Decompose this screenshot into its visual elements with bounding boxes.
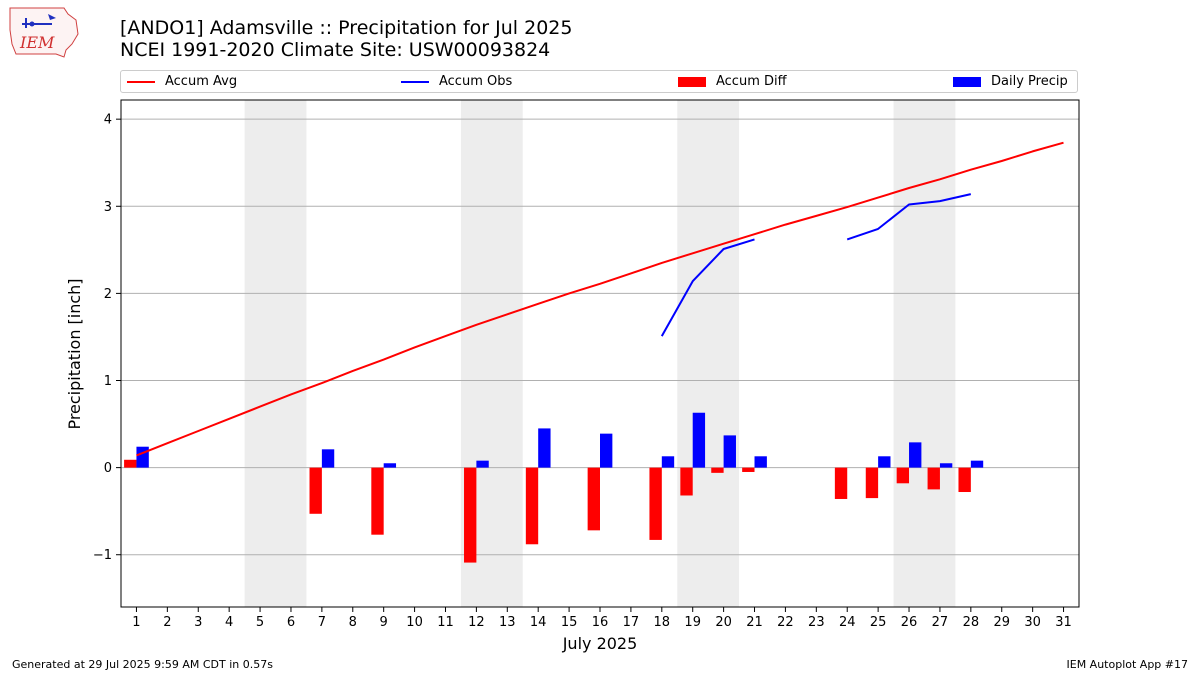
x-tick-label: 30 [1024, 615, 1041, 630]
accum-avg-line [136, 141, 1064, 457]
y-tick-label: 2 [104, 287, 112, 302]
y-tick-label: 0 [104, 461, 112, 476]
x-tick-label: 21 [746, 615, 763, 630]
chart-title: [ANDO1] Adamsville :: Precipitation for … [120, 17, 573, 39]
legend-item-accum-diff: Accum Diff [678, 74, 787, 89]
legend-item-daily-precip: Daily Precip [953, 74, 1068, 89]
x-tick-label: 8 [349, 615, 357, 630]
x-tick-label: 13 [499, 615, 516, 630]
x-tick-label: 12 [468, 615, 485, 630]
x-tick-label: 29 [993, 615, 1010, 630]
x-tick-label: 10 [406, 615, 423, 630]
x-tick-label: 5 [256, 615, 264, 630]
legend: Accum Avg Accum Obs Accum Diff Daily Pre… [120, 70, 1078, 93]
daily-precip-bar [600, 433, 613, 468]
daily-precip-bar [321, 449, 335, 468]
logo-text: IEM [19, 33, 55, 52]
accum-diff-bar [587, 467, 600, 531]
x-tick-label: 24 [839, 615, 856, 630]
x-tick-label: 11 [437, 615, 454, 630]
daily-precip-bar [878, 456, 891, 468]
bars-layer [124, 412, 984, 563]
daily-precip-bar [661, 456, 675, 468]
weekend-band [244, 100, 307, 607]
x-tick-label: 20 [715, 615, 732, 630]
y-axis-label: Precipitation [inch] [65, 278, 84, 429]
daily-precip-bar [723, 435, 736, 468]
x-tick-label: 2 [163, 615, 171, 630]
x-tick-label: 19 [684, 615, 701, 630]
legend-label-accum-avg: Accum Avg [165, 74, 238, 89]
legend-swatch-accum-avg [127, 80, 155, 83]
accum-obs-line [846, 193, 972, 241]
chart-subtitle: NCEI 1991-2020 Climate Site: USW00093824 [120, 39, 551, 61]
daily-precip-bar [476, 460, 489, 468]
y-tick-label: −1 [93, 548, 112, 563]
accum-diff-bar [680, 467, 693, 496]
accum-diff-bar [742, 467, 755, 472]
legend-swatch-accum-obs [401, 80, 429, 83]
x-tick-label: 6 [287, 615, 295, 630]
y-tick-label: 1 [104, 374, 112, 389]
footer-generated-text: Generated at 29 Jul 2025 9:59 AM CDT in … [12, 658, 273, 671]
legend-label-accum-diff: Accum Diff [716, 74, 787, 89]
x-tick-label: 4 [225, 615, 233, 630]
accum-diff-bar [865, 467, 879, 499]
x-tick-label: 14 [530, 615, 547, 630]
x-tick-label: 26 [901, 615, 918, 630]
accum-diff-bar [464, 467, 477, 563]
legend-label-daily-precip: Daily Precip [991, 74, 1068, 89]
x-tick-label: 7 [318, 615, 326, 630]
legend-item-accum-avg: Accum Avg [127, 74, 237, 89]
footer-app-text: IEM Autoplot App #17 [1066, 658, 1189, 671]
x-tick-label: 31 [1055, 615, 1072, 630]
x-tick-label: 18 [654, 615, 671, 630]
accum-diff-bar [711, 467, 724, 473]
accum-diff-bar [649, 467, 662, 540]
x-axis-label: July 2025 [562, 634, 638, 653]
daily-precip-bar [538, 428, 551, 468]
accum-diff-bar [371, 467, 384, 535]
iem-logo: IEM [6, 4, 82, 60]
weekend-shading-layer [244, 100, 956, 607]
daily-precip-bar [383, 463, 397, 468]
x-tick-label: 16 [592, 615, 609, 630]
daily-precip-bar [136, 446, 149, 468]
accum-diff-bar [124, 459, 137, 468]
legend-label-accum-obs: Accum Obs [439, 74, 513, 89]
accum-diff-bar [834, 467, 848, 499]
legend-item-accum-obs: Accum Obs [401, 74, 512, 89]
x-tick-label: 23 [808, 615, 825, 630]
weekend-band [893, 100, 956, 607]
daily-precip-bar [754, 456, 767, 468]
x-tick-label: 25 [870, 615, 887, 630]
lines-layer [136, 141, 1064, 457]
iem-logo-icon: IEM [9, 7, 79, 58]
accum-obs-line [660, 238, 755, 337]
accum-diff-bar [896, 467, 910, 484]
daily-precip-bar [909, 442, 922, 468]
y-tick-label: 3 [104, 200, 112, 215]
x-tick-label: 1 [132, 615, 140, 630]
accum-diff-bar [309, 467, 322, 514]
x-tick-label: 28 [963, 615, 980, 630]
accum-diff-bar [525, 467, 539, 545]
x-tick-label: 22 [777, 615, 794, 630]
x-tick-label: 9 [380, 615, 388, 630]
x-tick-label: 15 [561, 615, 578, 630]
legend-swatch-daily-precip [953, 76, 981, 87]
daily-precip-bar [970, 460, 984, 468]
daily-precip-bar [939, 463, 953, 468]
accum-diff-bar [958, 467, 971, 493]
daily-precip-bar [692, 412, 706, 468]
weekend-band [677, 100, 740, 607]
accum-diff-bar [927, 467, 940, 490]
y-tick-label: 4 [104, 113, 112, 128]
x-tick-label: 17 [623, 615, 640, 630]
x-tick-label: 27 [932, 615, 949, 630]
x-tick-label: 3 [194, 615, 202, 630]
legend-swatch-accum-diff [678, 76, 706, 87]
